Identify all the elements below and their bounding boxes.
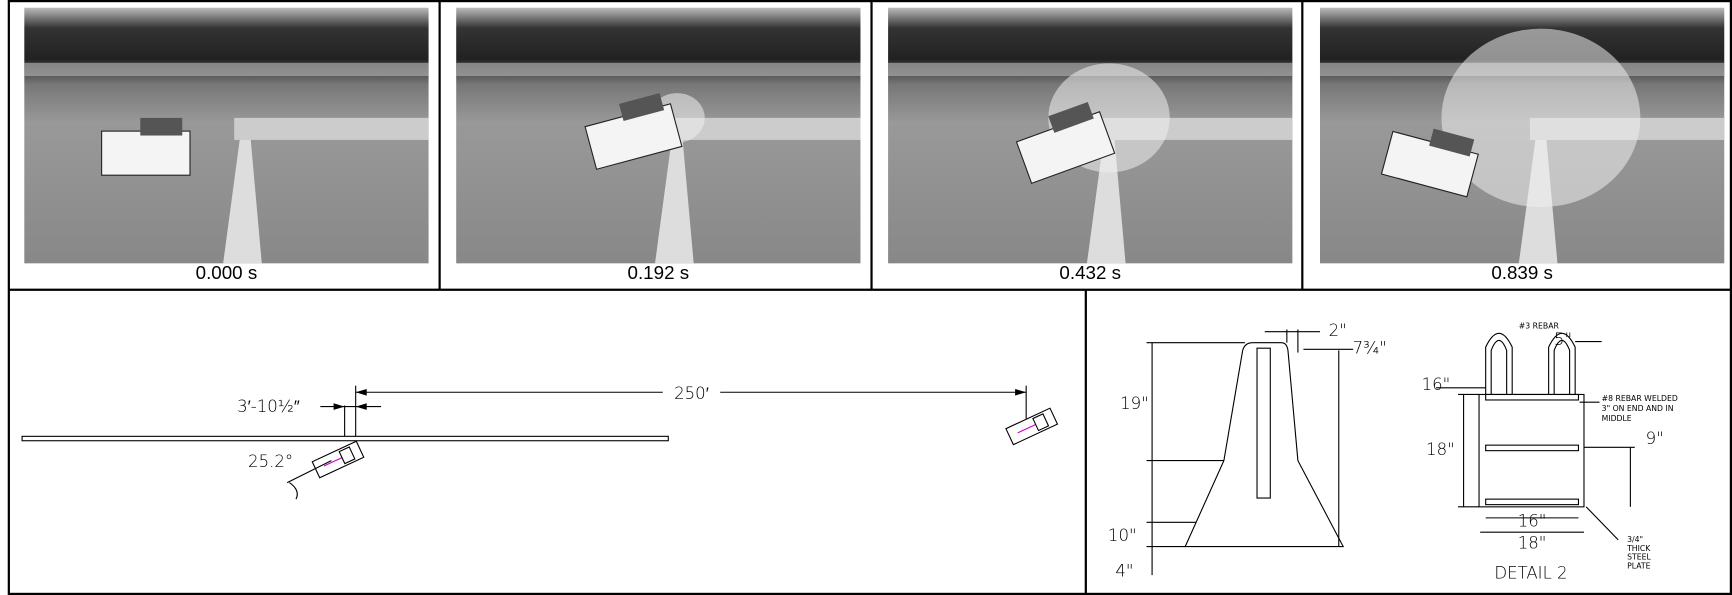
weld-note: MIDDLE xyxy=(1602,414,1632,423)
rebar-bar xyxy=(1485,498,1580,506)
dim-9: 9" xyxy=(1646,429,1664,448)
dim-10: 10" xyxy=(1108,526,1137,545)
vehicle xyxy=(1005,407,1059,446)
detail-2: #3 REBAR 5" 16" #8 REBAR WELDED 3" ON EN… xyxy=(1422,321,1678,582)
weld-note: 3" ON END AND IN xyxy=(1602,404,1674,413)
plate-note: PLATE xyxy=(1627,562,1651,571)
angle-line xyxy=(286,460,332,484)
median-wall xyxy=(234,117,429,140)
dim-18-width: 18" xyxy=(1518,534,1547,553)
dust xyxy=(1441,28,1641,208)
groove xyxy=(1256,347,1271,499)
barrier xyxy=(223,139,262,264)
vehicle xyxy=(311,440,365,479)
plate-note: 3/4" xyxy=(1627,535,1643,544)
truck-cab xyxy=(1429,128,1475,157)
photo xyxy=(1319,7,1725,264)
barrier-section: 19" 10" 4" 2" 7¾" xyxy=(1108,321,1387,580)
rebar-label: #3 REBAR xyxy=(1519,321,1560,330)
arrowheads xyxy=(333,403,367,410)
detail-title: DETAIL 2 xyxy=(1494,563,1567,582)
rebar-bar xyxy=(1485,393,1580,401)
dim-5: 5" xyxy=(1554,330,1572,349)
photo xyxy=(888,7,1293,264)
dim-16: 16" xyxy=(1518,512,1547,531)
offset-label: 3′-10½″ xyxy=(237,397,300,416)
parked-cars xyxy=(456,62,861,77)
plan-view: 250′ 3′-10½″ 25.2° xyxy=(21,384,1059,500)
angle-label: 25.2° xyxy=(248,452,293,471)
photo xyxy=(24,7,429,264)
weld-note: #8 REBAR WELDED xyxy=(1602,394,1678,403)
plate-note: STEEL xyxy=(1627,553,1651,562)
leader xyxy=(1585,506,1619,541)
median-wall xyxy=(666,117,861,140)
barrier xyxy=(655,139,694,264)
plate-note: THICK xyxy=(1626,544,1651,553)
truck-cab xyxy=(619,93,665,121)
rebar-loop xyxy=(1485,332,1513,395)
time-caption: 0.192 s xyxy=(628,262,690,283)
distance-label: 250′ xyxy=(674,384,709,403)
barrier-plan xyxy=(21,435,669,442)
time-caption: 0.000 s xyxy=(196,262,258,283)
truck-cab xyxy=(1048,101,1094,133)
photo-sequence: 0.000 s 0.192 s 0.432 s 0.839 s xyxy=(24,7,1725,283)
dim-7-3-4: 7¾" xyxy=(1353,339,1387,358)
rebar-loop xyxy=(1548,332,1576,395)
dim-2: 2" xyxy=(1329,321,1347,340)
photo xyxy=(456,7,861,264)
rebar-bar xyxy=(1485,444,1580,452)
parked-cars xyxy=(24,62,429,77)
dim-18-height: 18" xyxy=(1426,440,1455,459)
dim-4: 4" xyxy=(1115,561,1133,580)
panel-borders xyxy=(7,0,1732,595)
truck-cab xyxy=(140,117,183,136)
dim-16-top: 16" xyxy=(1422,375,1451,394)
dim-19: 19" xyxy=(1120,394,1149,413)
time-caption: 0.432 s xyxy=(1059,262,1121,283)
section-outline xyxy=(1184,342,1345,548)
truck xyxy=(101,130,191,176)
angle-arc xyxy=(289,482,298,500)
time-caption: 0.839 s xyxy=(1491,262,1553,283)
